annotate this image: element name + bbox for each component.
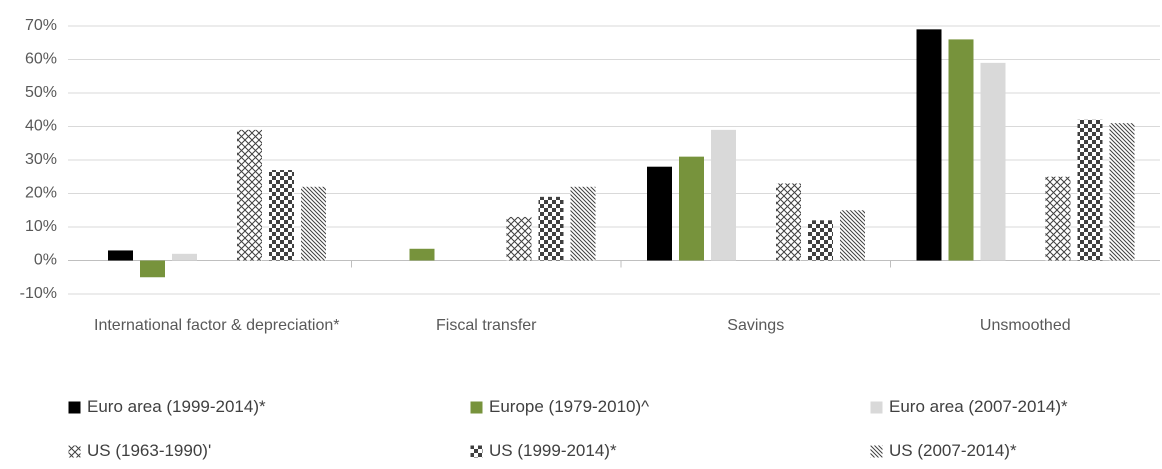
- legend-label: Euro area (1999-2014)*: [87, 397, 266, 416]
- legend-item: US (2007-2014)*: [870, 441, 1017, 461]
- x-tick-label: International factor & depreciation*: [94, 317, 340, 334]
- bar: [647, 166, 672, 261]
- y-tick-label: 60%: [25, 51, 57, 68]
- bar: [808, 220, 833, 261]
- y-tick-label: 40%: [25, 118, 57, 135]
- bar: [1077, 119, 1103, 261]
- x-tick-label: Unsmoothed: [979, 317, 1071, 334]
- bar: [140, 260, 165, 278]
- bar: [1109, 123, 1135, 261]
- bar: [916, 29, 942, 261]
- bar: [506, 216, 532, 261]
- bar: [301, 186, 326, 261]
- bar: [269, 170, 294, 261]
- y-tick-label: 50%: [25, 84, 57, 101]
- legend-swatch: [870, 445, 883, 457]
- legend-item: Europe (1979-2010)^: [470, 397, 649, 417]
- legend-label: Europe (1979-2010)^: [489, 397, 650, 416]
- x-tick-label: Savings: [727, 317, 785, 334]
- legend-item: Euro area (1999-2014)*: [68, 397, 266, 417]
- y-tick-label: 30%: [25, 151, 57, 168]
- bar: [980, 62, 1006, 261]
- bar: [172, 253, 197, 261]
- y-tick-label: -10%: [20, 285, 57, 302]
- bar: [237, 129, 262, 261]
- y-tick-label: 0%: [34, 252, 57, 269]
- legend-item: Euro area (2007-2014)*: [870, 397, 1068, 417]
- legend-swatch: [870, 401, 883, 413]
- legend-swatch: [68, 445, 81, 457]
- bar: [679, 156, 704, 261]
- legend-swatch: [470, 445, 483, 457]
- bar: [948, 39, 974, 261]
- legend-label: Euro area (2007-2014)*: [889, 397, 1068, 416]
- legend-label: US (2007-2014)*: [889, 441, 1017, 460]
- bar: [840, 210, 865, 261]
- legend-swatch: [470, 401, 483, 413]
- bar: [108, 250, 133, 261]
- legend-swatch: [68, 401, 81, 413]
- x-tick-label: Fiscal transfer: [436, 317, 537, 334]
- bar: [776, 183, 801, 261]
- bar: [409, 248, 435, 261]
- legend-label: US (1963-1990)': [87, 441, 212, 460]
- bar: [570, 186, 596, 261]
- y-tick-label: 10%: [25, 218, 57, 235]
- bar: [711, 129, 736, 261]
- legend-item: US (1963-1990)': [68, 441, 211, 461]
- y-tick-label: 70%: [25, 17, 57, 34]
- legend-label: US (1999-2014)*: [489, 441, 617, 460]
- bar: [1045, 176, 1071, 261]
- bar: [538, 196, 564, 261]
- y-tick-label: 20%: [25, 185, 57, 202]
- legend-item: US (1999-2014)*: [470, 441, 617, 461]
